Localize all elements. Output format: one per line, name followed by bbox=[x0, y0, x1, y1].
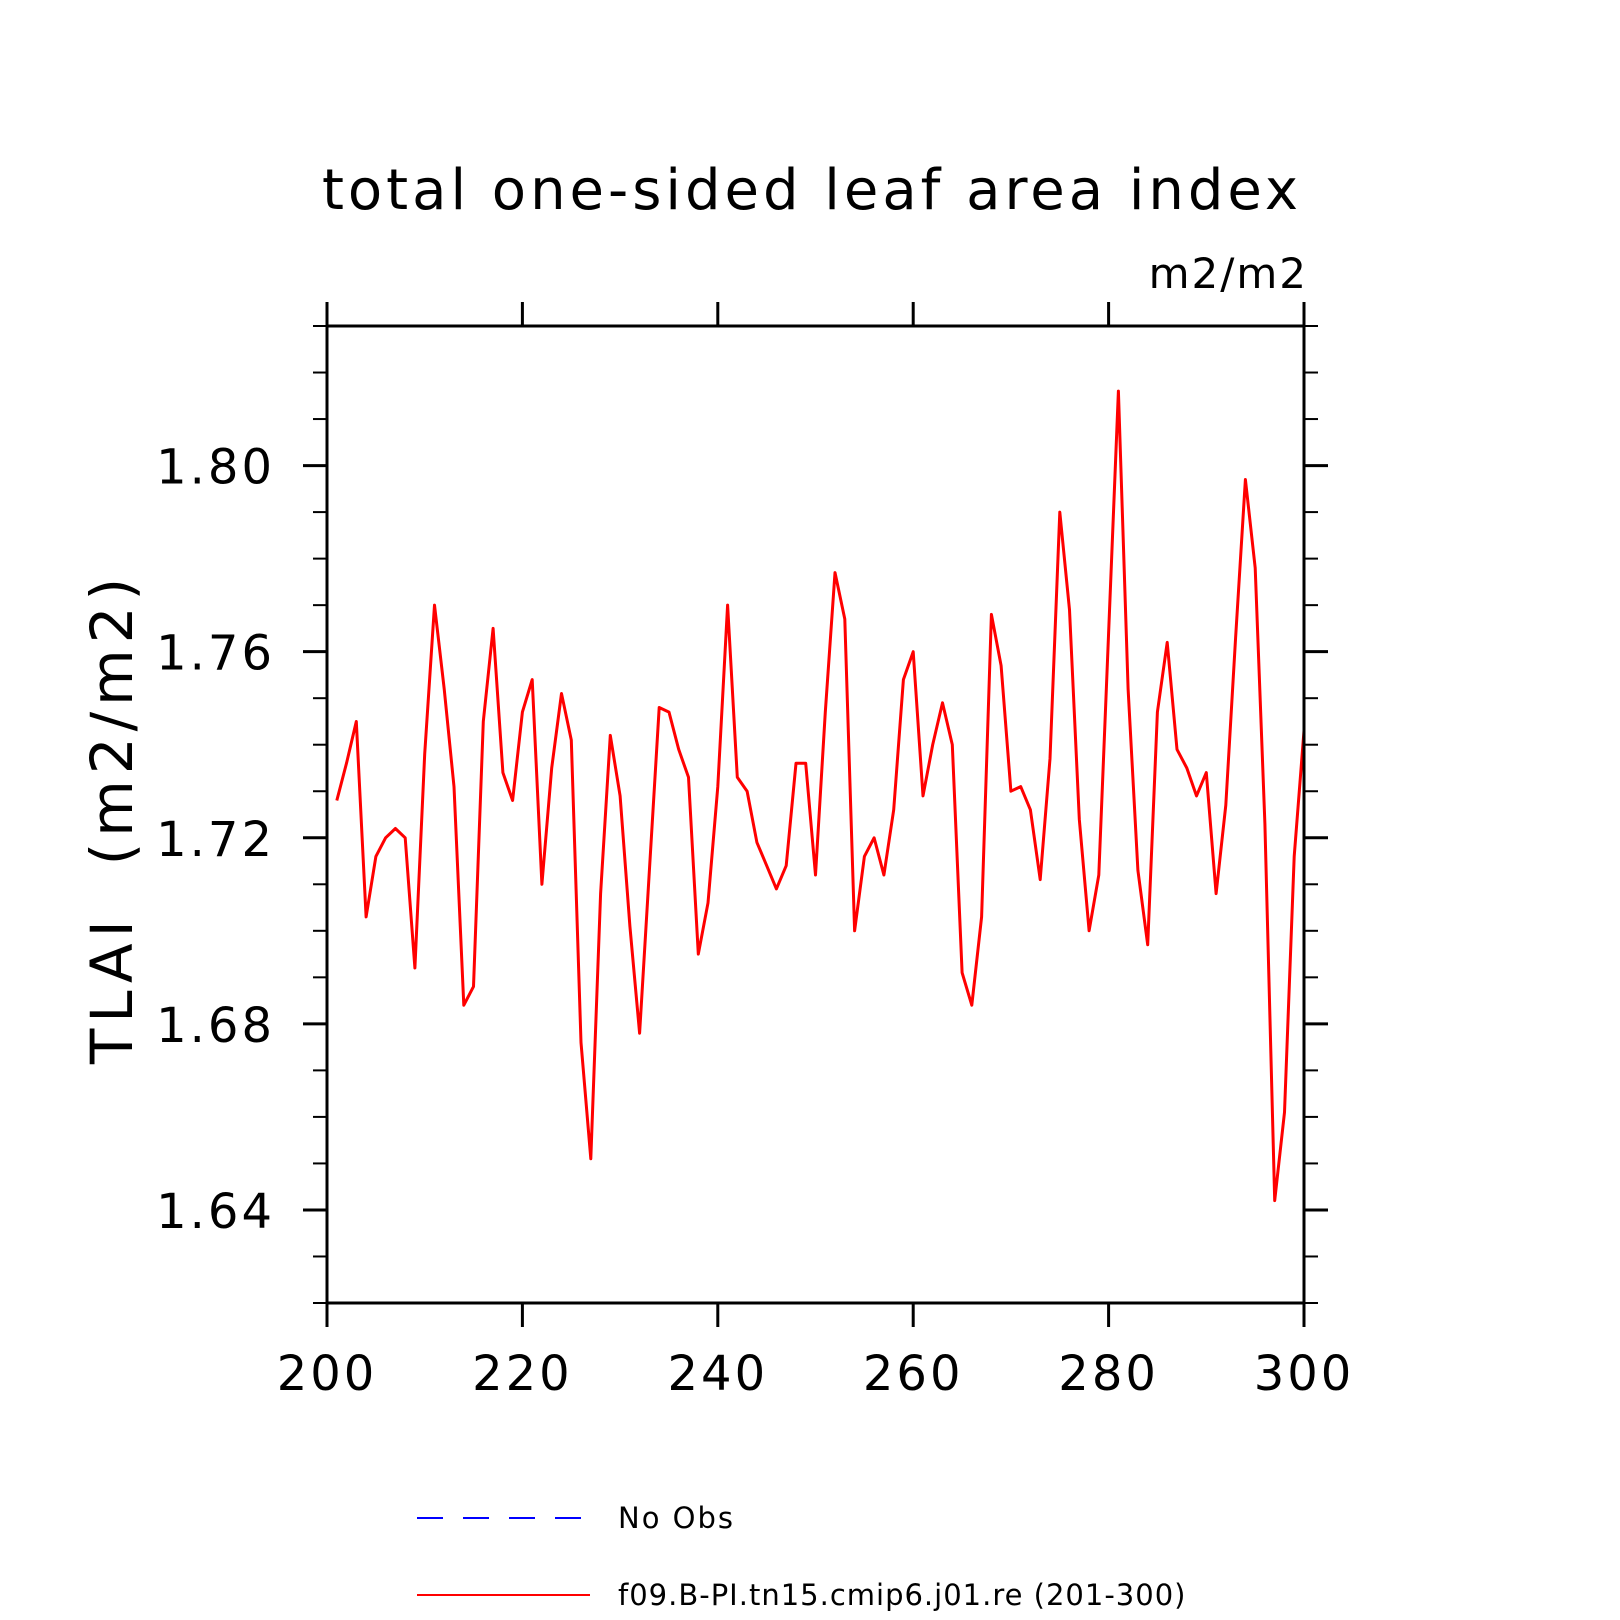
chart-title: total one-sided leaf area index bbox=[322, 158, 1302, 223]
x-tick-label-260: 260 bbox=[863, 1346, 964, 1402]
units-label: m2/m2 bbox=[1149, 249, 1308, 298]
x-tick-label-280: 280 bbox=[1058, 1346, 1159, 1402]
y-tick-label-1.80: 1.80 bbox=[156, 440, 275, 496]
x-tick-label-300: 300 bbox=[1254, 1346, 1355, 1402]
x-tick-label-240: 240 bbox=[667, 1346, 768, 1402]
legend-label-model-run: f09.B-PI.tn15.cmip6.j01.re (201-300) bbox=[618, 1578, 1186, 1612]
legend: No Obs f09.B-PI.tn15.cmip6.j01.re (201-3… bbox=[417, 1501, 1186, 1612]
series-layer bbox=[335, 389, 1306, 1203]
x-tick-label-220: 220 bbox=[472, 1346, 573, 1402]
x-tick-label-200: 200 bbox=[277, 1346, 378, 1402]
y-tick-label-1.76: 1.76 bbox=[156, 626, 275, 682]
y-axis-label: TLAI (m2/m2) bbox=[78, 572, 146, 1065]
tick-labels: 200 220 240 260 280 300 1.64 1.68 1.72 1.76 1.80 bbox=[156, 440, 1355, 1402]
series-line-0 bbox=[335, 389, 1306, 1203]
y-tick-label-1.72: 1.72 bbox=[156, 812, 275, 868]
axis-ticks bbox=[303, 302, 1328, 1327]
y-tick-label-1.68: 1.68 bbox=[156, 998, 275, 1054]
legend-label-no-obs: No Obs bbox=[618, 1501, 735, 1535]
plot-frame bbox=[325, 324, 1306, 1305]
y-tick-label-1.64: 1.64 bbox=[156, 1184, 275, 1240]
